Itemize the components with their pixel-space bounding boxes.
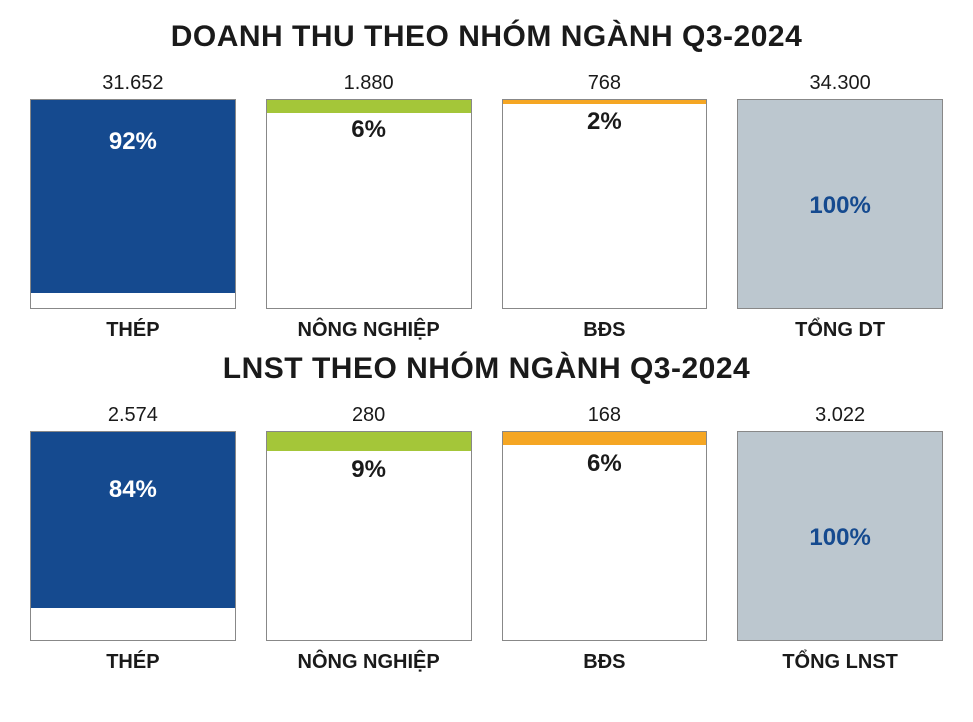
percent-label: 84% — [31, 476, 235, 504]
percent-label: 6% — [503, 450, 707, 478]
category-label: TỔNG DT — [795, 319, 885, 342]
percent-label: 100% — [738, 524, 942, 552]
category-label: NÔNG NGHIỆP — [298, 651, 440, 674]
top-value: 1.880 — [344, 72, 394, 95]
category-label: THÉP — [106, 651, 159, 674]
top-value: 2.574 — [108, 404, 158, 427]
category-label: THÉP — [106, 319, 159, 342]
bar-box: 100% — [737, 431, 943, 641]
percent-label: 9% — [267, 456, 471, 484]
section-title: LNST THEO NHÓM NGÀNH Q3-2024 — [30, 352, 943, 386]
top-value: 768 — [588, 72, 621, 95]
bar-fill — [503, 432, 707, 445]
percent-label: 2% — [503, 108, 707, 136]
chart-column: 768 2% BĐS — [502, 72, 708, 342]
chart-row: 31.652 92% THÉP 1.880 6% NÔNG NGHIỆP 768 2% BĐS 3… — [30, 72, 943, 342]
bar-box: 9% — [266, 431, 472, 641]
top-value: 168 — [588, 404, 621, 427]
chart-section: LNST THEO NHÓM NGÀNH Q3-2024 2.574 84% THÉP… — [30, 352, 943, 674]
bar-box: 100% — [737, 99, 943, 309]
chart-column: 3.022 100% TỔNG LNST — [737, 404, 943, 674]
chart-column: 34.300 100% TỔNG DT — [737, 72, 943, 342]
top-value: 3.022 — [815, 404, 865, 427]
chart-column: 2.574 84% THÉP — [30, 404, 236, 674]
bar-box: 6% — [502, 431, 708, 641]
chart-section: DOANH THU THEO NHÓM NGÀNH Q3-2024 31.652 9… — [30, 20, 943, 342]
bar-fill — [503, 100, 707, 104]
chart-column: 31.652 92% THÉP — [30, 72, 236, 342]
top-value: 34.300 — [810, 72, 871, 95]
top-value: 31.652 — [102, 72, 163, 95]
chart-column: 168 6% BĐS — [502, 404, 708, 674]
chart-column: 280 9% NÔNG NGHIỆP — [266, 404, 472, 674]
percent-label: 92% — [31, 128, 235, 156]
category-label: BĐS — [583, 651, 625, 674]
bar-fill — [267, 100, 471, 113]
category-label: NÔNG NGHIỆP — [298, 319, 440, 342]
bar-fill — [31, 432, 235, 608]
bar-box: 84% — [30, 431, 236, 641]
bar-box: 92% — [30, 99, 236, 309]
top-value: 280 — [352, 404, 385, 427]
bar-fill — [267, 432, 471, 451]
category-label: TỔNG LNST — [782, 651, 898, 674]
chart-column: 1.880 6% NÔNG NGHIỆP — [266, 72, 472, 342]
percent-label: 6% — [267, 116, 471, 144]
chart-row: 2.574 84% THÉP 280 9% NÔNG NGHIỆP 168 6% BĐS 3.02… — [30, 404, 943, 674]
category-label: BĐS — [583, 319, 625, 342]
bar-box: 2% — [502, 99, 708, 309]
section-title: DOANH THU THEO NHÓM NGÀNH Q3-2024 — [30, 20, 943, 54]
bar-box: 6% — [266, 99, 472, 309]
percent-label: 100% — [738, 192, 942, 220]
